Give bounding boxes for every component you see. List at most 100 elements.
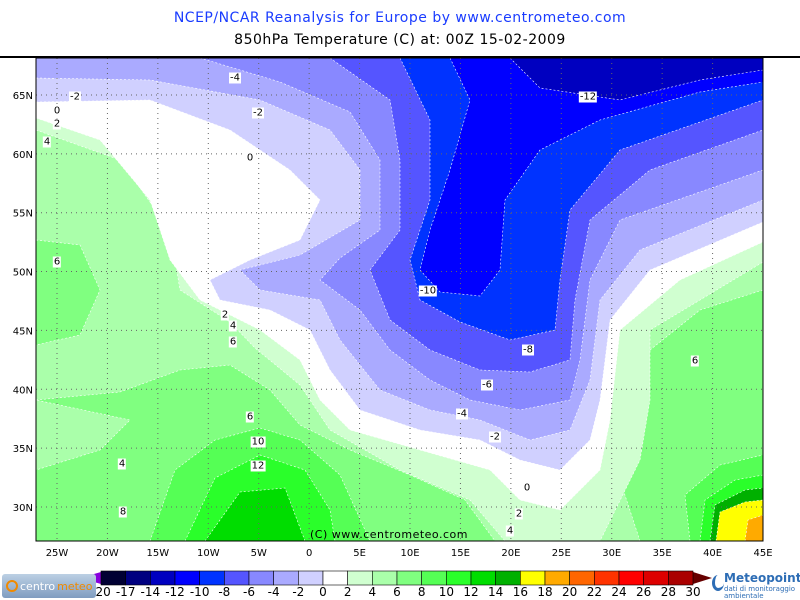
legend-swatch (668, 570, 694, 586)
band-6-8 (36, 239, 101, 346)
lon-tick-label: 10W (197, 548, 220, 559)
lon-tick-label: 15W (147, 548, 170, 559)
legend-label: 2 (343, 585, 352, 599)
contour-label: 0 (52, 105, 62, 117)
contour-label: 4 (42, 136, 52, 148)
legend-swatch (199, 570, 225, 586)
contour-label: 6 (52, 256, 62, 268)
legend-swatch (618, 570, 644, 586)
lon-tick-label: 40E (703, 548, 722, 559)
legend-swatch (347, 570, 373, 586)
legend-label: -4 (267, 585, 280, 599)
legend-label: -17 (115, 585, 136, 599)
lon-tick-label: 35E (653, 548, 672, 559)
lat-tick-label: 65N (13, 91, 33, 102)
lon-tick-label: 15E (451, 548, 470, 559)
legend-label: 30 (685, 585, 701, 599)
legend-label: 20 (562, 585, 578, 599)
contour-label: 2 (220, 309, 230, 321)
contour-label: -4 (456, 408, 468, 420)
legend-swatch (174, 570, 200, 586)
legend-swatch (495, 570, 521, 586)
legend-swatch (470, 570, 496, 586)
legend-label: 4 (368, 585, 377, 599)
legend-swatch (544, 570, 570, 586)
legend-label: -12 (165, 585, 185, 599)
legend-swatch (125, 570, 151, 586)
graticule (36, 58, 763, 541)
legend-label: 6 (393, 585, 401, 599)
legend-swatch (273, 570, 299, 586)
lon-tick-label: 45E (753, 548, 772, 559)
legend-label: -10 (189, 585, 210, 599)
contour-label: -2 (69, 91, 81, 103)
legend-label: 14 (488, 585, 504, 599)
lon-tick-label: 20E (501, 548, 520, 559)
legend-swatch (421, 570, 447, 586)
contour-label: -4 (229, 72, 241, 84)
band-12-14 (204, 487, 306, 541)
contour-label: -12 (578, 91, 598, 103)
contour-label: 0 (522, 482, 532, 494)
contour-label: 10 (250, 436, 266, 448)
lat-tick-label: 40N (13, 385, 33, 396)
lat-tick-label: 35N (13, 444, 33, 455)
lat-tick-label: 50N (13, 268, 33, 279)
legend-swatch (396, 570, 422, 586)
logo-text: Meteopoint (724, 571, 800, 585)
logo-text: centro (20, 579, 56, 593)
map-subtitle: 850hPa Temperature (C) at: 00Z 15-02-200… (234, 32, 566, 48)
lat-tick-label: 55N (13, 209, 33, 220)
lon-tick-label: 10E (400, 548, 419, 559)
legend-label: 12 (463, 585, 479, 599)
meteopoint-logo[interactable]: Meteopoint dati di monitoraggio ambienta… (712, 571, 800, 600)
contour-label: -6 (481, 379, 493, 391)
contour-label: 4 (228, 320, 238, 332)
legend-swatch (248, 570, 274, 586)
legend-label: 26 (636, 585, 652, 599)
contour-label: -2 (252, 107, 264, 119)
legend-label: 18 (537, 585, 553, 599)
legend-high-arrow (693, 572, 712, 584)
legend-label: 28 (660, 585, 676, 599)
logo-tagline: dati di monitoraggio ambientale (724, 585, 796, 600)
lon-tick-label: 5W (251, 548, 267, 559)
contour-label: 2 (52, 118, 62, 130)
contour-label: -8 (522, 344, 534, 356)
legend-swatch (643, 570, 669, 586)
contour-label: 4 (505, 525, 515, 537)
lon-tick-label: 25W (46, 548, 69, 559)
legend-swatch (322, 570, 348, 586)
legend-label: -20 (91, 585, 111, 599)
map-title: NCEP/NCAR Reanalysis for Europe by www.c… (173, 10, 627, 26)
lon-tick-label: 20W (96, 548, 119, 559)
contour-label: 0 (245, 152, 255, 164)
lat-tick-label: 45N (13, 326, 33, 337)
centrometeo-logo[interactable]: centro meteo (2, 574, 96, 598)
lon-tick-label: 25E (552, 548, 571, 559)
contour-label: 6 (245, 411, 255, 423)
band-minus14-minus12 (509, 58, 763, 101)
legend-swatch (150, 570, 176, 586)
legend-label: -6 (243, 585, 255, 599)
legend-swatch (594, 570, 620, 586)
legend-swatch (520, 570, 546, 586)
lon-tick-label: 30E (602, 548, 621, 559)
contour-label: 12 (250, 460, 266, 472)
legend-label: 10 (438, 585, 454, 599)
logo-arc-icon (712, 575, 724, 591)
legend-label: 8 (417, 585, 426, 599)
contour-label: 2 (514, 508, 524, 520)
logo-text-accent: meteo (57, 579, 93, 593)
lon-tick-label: 0 (306, 548, 312, 559)
legend-label: 22 (586, 585, 602, 599)
lon-tick-label: 5E (353, 548, 366, 559)
legend-label: -14 (140, 585, 161, 599)
contour-label: 6 (690, 355, 700, 367)
logo-ring-icon (6, 580, 18, 592)
axis-ticks: 25W 20W 15W 10W 5W 0 5E 10E 15E 20E 25E 30E 35E 40E 45… (13, 91, 773, 559)
legend-swatch (298, 570, 324, 586)
lat-tick-label: 30N (13, 503, 33, 514)
